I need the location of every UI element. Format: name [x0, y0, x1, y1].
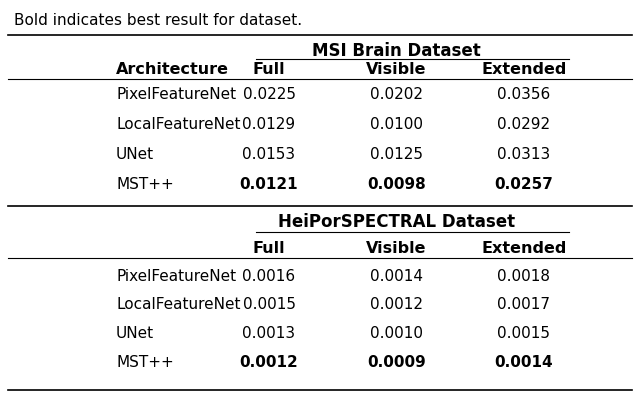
Text: 0.0016: 0.0016 — [243, 269, 296, 284]
Text: MST++: MST++ — [116, 354, 174, 370]
Text: 0.0100: 0.0100 — [370, 117, 423, 132]
Text: 0.0125: 0.0125 — [370, 147, 423, 162]
Text: UNet: UNet — [116, 147, 154, 162]
Text: 0.0017: 0.0017 — [497, 297, 550, 312]
Text: 0.0129: 0.0129 — [243, 117, 296, 132]
Text: 0.0012: 0.0012 — [239, 354, 298, 370]
Text: 0.0202: 0.0202 — [370, 87, 423, 103]
Text: 0.0009: 0.0009 — [367, 354, 426, 370]
Text: 0.0225: 0.0225 — [243, 87, 296, 103]
Text: MSI Brain Dataset: MSI Brain Dataset — [312, 42, 481, 60]
Text: 0.0153: 0.0153 — [243, 147, 296, 162]
Text: 0.0018: 0.0018 — [497, 269, 550, 284]
Text: Full: Full — [253, 241, 285, 256]
Text: Visible: Visible — [366, 241, 427, 256]
Text: MST++: MST++ — [116, 177, 174, 192]
Text: Architecture: Architecture — [116, 62, 229, 77]
Text: 0.0313: 0.0313 — [497, 147, 550, 162]
Text: 0.0015: 0.0015 — [243, 297, 296, 312]
Text: 0.0257: 0.0257 — [495, 177, 554, 192]
Text: 0.0015: 0.0015 — [497, 326, 550, 341]
Text: PixelFeatureNet: PixelFeatureNet — [116, 87, 236, 103]
Text: Full: Full — [253, 62, 285, 77]
Text: 0.0010: 0.0010 — [370, 326, 423, 341]
Text: 0.0098: 0.0098 — [367, 177, 426, 192]
Text: 0.0014: 0.0014 — [370, 269, 423, 284]
Text: 0.0013: 0.0013 — [243, 326, 296, 341]
Text: Extended: Extended — [481, 241, 566, 256]
Text: UNet: UNet — [116, 326, 154, 341]
Text: Extended: Extended — [481, 62, 566, 77]
Text: PixelFeatureNet: PixelFeatureNet — [116, 269, 236, 284]
Text: 0.0014: 0.0014 — [495, 354, 553, 370]
Text: HeiPorSPECTRAL Dataset: HeiPorSPECTRAL Dataset — [278, 213, 515, 231]
Text: Bold indicates best result for dataset.: Bold indicates best result for dataset. — [14, 13, 302, 28]
Text: Visible: Visible — [366, 62, 427, 77]
Text: LocalFeatureNet: LocalFeatureNet — [116, 297, 241, 312]
Text: LocalFeatureNet: LocalFeatureNet — [116, 117, 241, 132]
Text: 0.0012: 0.0012 — [370, 297, 423, 312]
Text: 0.0292: 0.0292 — [497, 117, 550, 132]
Text: 0.0121: 0.0121 — [240, 177, 298, 192]
Text: 0.0356: 0.0356 — [497, 87, 550, 103]
